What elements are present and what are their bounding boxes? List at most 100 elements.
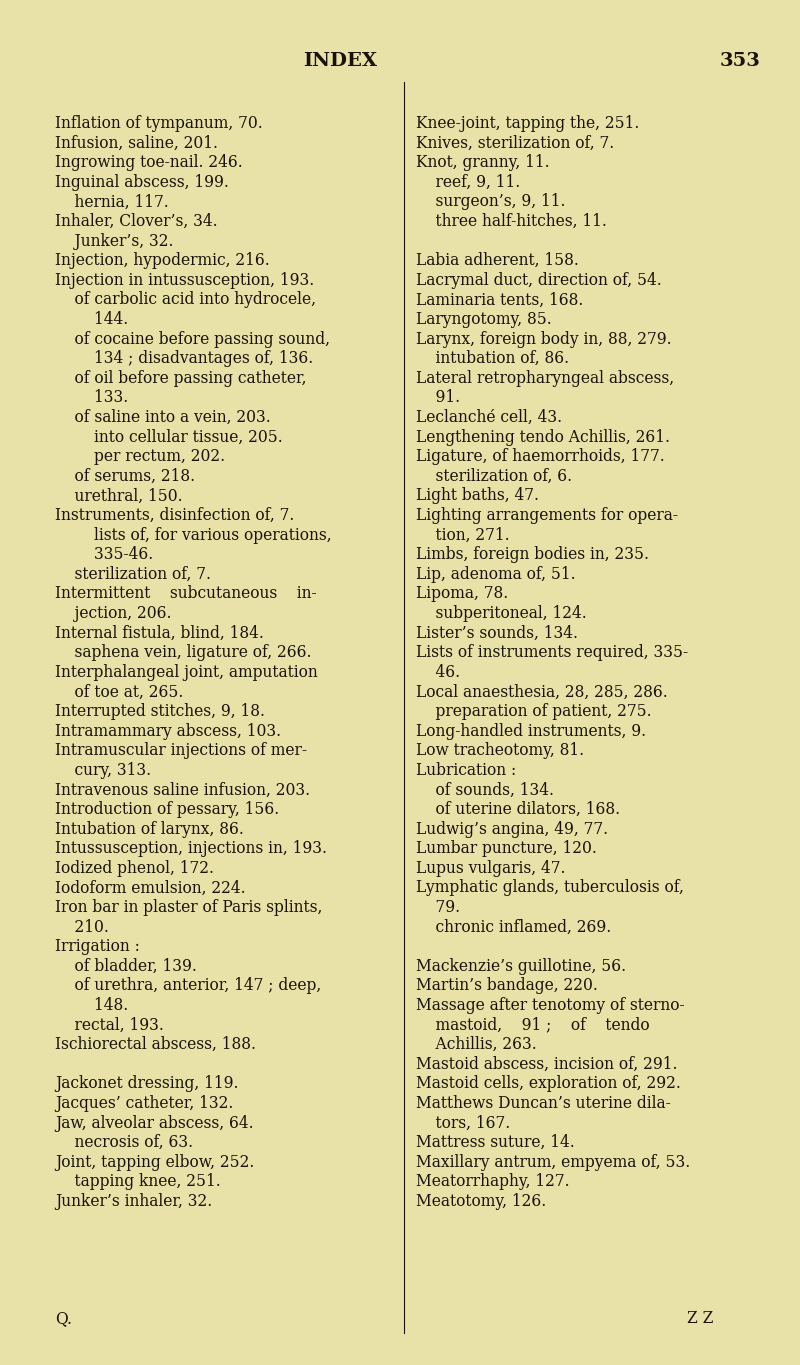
Text: preparation of patient, 275.: preparation of patient, 275. xyxy=(416,703,652,719)
Text: Local anaesthesia, 28, 285, 286.: Local anaesthesia, 28, 285, 286. xyxy=(416,684,668,700)
Text: cury, 313.: cury, 313. xyxy=(55,762,151,779)
Text: Lymphatic glands, tuberculosis of,: Lymphatic glands, tuberculosis of, xyxy=(416,879,684,897)
Text: of sounds, 134.: of sounds, 134. xyxy=(416,781,554,799)
Text: Mastoid cells, exploration of, 292.: Mastoid cells, exploration of, 292. xyxy=(416,1076,681,1092)
Text: Irrigation :: Irrigation : xyxy=(55,938,140,956)
Text: Infusion, saline, 201.: Infusion, saline, 201. xyxy=(55,135,218,152)
Text: Ludwig’s angina, 49, 77.: Ludwig’s angina, 49, 77. xyxy=(416,820,608,838)
Text: Introduction of pessary, 156.: Introduction of pessary, 156. xyxy=(55,801,279,818)
Text: Interrupted stitches, 9, 18.: Interrupted stitches, 9, 18. xyxy=(55,703,265,719)
Text: tion, 271.: tion, 271. xyxy=(416,527,510,543)
Text: of serums, 218.: of serums, 218. xyxy=(55,468,195,485)
Text: Lighting arrangements for opera-: Lighting arrangements for opera- xyxy=(416,506,678,524)
Text: Junker’s, 32.: Junker’s, 32. xyxy=(55,232,174,250)
Text: Intramammary abscess, 103.: Intramammary abscess, 103. xyxy=(55,722,281,740)
Text: saphena vein, ligature of, 266.: saphena vein, ligature of, 266. xyxy=(55,644,311,661)
Text: Mackenzie’s guillotine, 56.: Mackenzie’s guillotine, 56. xyxy=(416,958,626,975)
Text: Ligature, of haemorrhoids, 177.: Ligature, of haemorrhoids, 177. xyxy=(416,448,665,465)
Text: of urethra, anterior, 147 ; deep,: of urethra, anterior, 147 ; deep, xyxy=(55,977,322,994)
Text: Intermittent    subcutaneous    in-: Intermittent subcutaneous in- xyxy=(55,586,317,602)
Text: Z Z: Z Z xyxy=(687,1310,713,1327)
Text: Junker’s inhaler, 32.: Junker’s inhaler, 32. xyxy=(55,1193,212,1209)
Text: tors, 167.: tors, 167. xyxy=(416,1115,510,1132)
Text: 210.: 210. xyxy=(55,919,109,935)
Text: Meatotomy, 126.: Meatotomy, 126. xyxy=(416,1193,546,1209)
Text: Iodized phenol, 172.: Iodized phenol, 172. xyxy=(55,860,214,876)
Text: Achillis, 263.: Achillis, 263. xyxy=(416,1036,537,1054)
Text: Martin’s bandage, 220.: Martin’s bandage, 220. xyxy=(416,977,598,994)
Text: Labia adherent, 158.: Labia adherent, 158. xyxy=(416,253,579,269)
Text: of saline into a vein, 203.: of saline into a vein, 203. xyxy=(55,410,270,426)
Text: INDEX: INDEX xyxy=(303,52,377,70)
Text: Instruments, disinfection of, 7.: Instruments, disinfection of, 7. xyxy=(55,506,294,524)
Text: of uterine dilators, 168.: of uterine dilators, 168. xyxy=(416,801,620,818)
Text: Intramuscular injections of mer-: Intramuscular injections of mer- xyxy=(55,743,307,759)
Text: Lists of instruments required, 335-: Lists of instruments required, 335- xyxy=(416,644,688,661)
Text: of bladder, 139.: of bladder, 139. xyxy=(55,958,197,975)
Text: mastoid,    91 ;    of    tendo: mastoid, 91 ; of tendo xyxy=(416,1017,650,1033)
Text: subperitoneal, 124.: subperitoneal, 124. xyxy=(416,605,586,622)
Text: Lipoma, 78.: Lipoma, 78. xyxy=(416,586,508,602)
Text: Knot, granny, 11.: Knot, granny, 11. xyxy=(416,154,550,171)
Text: Mastoid abscess, incision of, 291.: Mastoid abscess, incision of, 291. xyxy=(416,1055,678,1073)
Text: intubation of, 86.: intubation of, 86. xyxy=(416,351,569,367)
Text: Laminaria tents, 168.: Laminaria tents, 168. xyxy=(416,291,583,308)
Text: Knee-joint, tapping the, 251.: Knee-joint, tapping the, 251. xyxy=(416,115,639,132)
Text: Knives, sterilization of, 7.: Knives, sterilization of, 7. xyxy=(416,135,614,152)
Text: Intussusception, injections in, 193.: Intussusception, injections in, 193. xyxy=(55,841,327,857)
Text: urethral, 150.: urethral, 150. xyxy=(55,487,182,505)
Text: Jacques’ catheter, 132.: Jacques’ catheter, 132. xyxy=(55,1095,234,1112)
Text: Laryngotomy, 85.: Laryngotomy, 85. xyxy=(416,311,552,328)
Text: Iodoform emulsion, 224.: Iodoform emulsion, 224. xyxy=(55,879,246,897)
Text: Lister’s sounds, 134.: Lister’s sounds, 134. xyxy=(416,625,578,642)
Text: 79.: 79. xyxy=(416,900,460,916)
Text: 134 ; disadvantages of, 136.: 134 ; disadvantages of, 136. xyxy=(55,351,314,367)
Text: of carbolic acid into hydrocele,: of carbolic acid into hydrocele, xyxy=(55,291,316,308)
Text: Injection, hypodermic, 216.: Injection, hypodermic, 216. xyxy=(55,253,270,269)
Text: sterilization of, 7.: sterilization of, 7. xyxy=(55,566,211,583)
Text: Lengthening tendo Achillis, 261.: Lengthening tendo Achillis, 261. xyxy=(416,429,670,445)
Text: Jaw, alveolar abscess, 64.: Jaw, alveolar abscess, 64. xyxy=(55,1115,254,1132)
Text: Intravenous saline infusion, 203.: Intravenous saline infusion, 203. xyxy=(55,781,310,799)
Text: Lupus vulgaris, 47.: Lupus vulgaris, 47. xyxy=(416,860,566,876)
Text: hernia, 117.: hernia, 117. xyxy=(55,194,169,210)
Text: reef, 9, 11.: reef, 9, 11. xyxy=(416,173,520,191)
Text: Iron bar in plaster of Paris splints,: Iron bar in plaster of Paris splints, xyxy=(55,900,322,916)
Text: sterilization of, 6.: sterilization of, 6. xyxy=(416,468,572,485)
Text: Inhaler, Clover’s, 34.: Inhaler, Clover’s, 34. xyxy=(55,213,218,229)
Text: of cocaine before passing sound,: of cocaine before passing sound, xyxy=(55,330,330,348)
Text: rectal, 193.: rectal, 193. xyxy=(55,1017,164,1033)
Text: Long-handled instruments, 9.: Long-handled instruments, 9. xyxy=(416,722,646,740)
Text: 353: 353 xyxy=(719,52,761,70)
Text: jection, 206.: jection, 206. xyxy=(55,605,171,622)
Text: of toe at, 265.: of toe at, 265. xyxy=(55,684,183,700)
Text: Q.: Q. xyxy=(55,1310,72,1327)
Text: 335-46.: 335-46. xyxy=(55,546,154,564)
Text: Lumbar puncture, 120.: Lumbar puncture, 120. xyxy=(416,841,597,857)
Text: of oil before passing catheter,: of oil before passing catheter, xyxy=(55,370,306,386)
Text: Joint, tapping elbow, 252.: Joint, tapping elbow, 252. xyxy=(55,1153,254,1171)
Text: Interphalangeal joint, amputation: Interphalangeal joint, amputation xyxy=(55,663,318,681)
Text: necrosis of, 63.: necrosis of, 63. xyxy=(55,1134,193,1151)
Text: Ingrowing toe-nail. 246.: Ingrowing toe-nail. 246. xyxy=(55,154,242,171)
Text: Jackonet dressing, 119.: Jackonet dressing, 119. xyxy=(55,1076,238,1092)
Text: into cellular tissue, 205.: into cellular tissue, 205. xyxy=(55,429,282,445)
Text: 144.: 144. xyxy=(55,311,128,328)
Text: Massage after tenotomy of sterno-: Massage after tenotomy of sterno- xyxy=(416,996,685,1014)
Text: Intubation of larynx, 86.: Intubation of larynx, 86. xyxy=(55,820,244,838)
Text: 148.: 148. xyxy=(55,996,128,1014)
Text: surgeon’s, 9, 11.: surgeon’s, 9, 11. xyxy=(416,194,566,210)
Text: 91.: 91. xyxy=(416,389,460,407)
Text: Lubrication :: Lubrication : xyxy=(416,762,516,779)
Text: Low tracheotomy, 81.: Low tracheotomy, 81. xyxy=(416,743,584,759)
Text: Lateral retropharyngeal abscess,: Lateral retropharyngeal abscess, xyxy=(416,370,674,386)
Text: chronic inflamed, 269.: chronic inflamed, 269. xyxy=(416,919,611,935)
Text: Injection in intussusception, 193.: Injection in intussusception, 193. xyxy=(55,272,314,289)
Text: Matthews Duncan’s uterine dila-: Matthews Duncan’s uterine dila- xyxy=(416,1095,670,1112)
Text: lists of, for various operations,: lists of, for various operations, xyxy=(55,527,332,543)
Text: Lacrymal duct, direction of, 54.: Lacrymal duct, direction of, 54. xyxy=(416,272,662,289)
Text: Inguinal abscess, 199.: Inguinal abscess, 199. xyxy=(55,173,229,191)
Text: 133.: 133. xyxy=(55,389,128,407)
Text: Internal fistula, blind, 184.: Internal fistula, blind, 184. xyxy=(55,625,264,642)
Text: Ischiorectal abscess, 188.: Ischiorectal abscess, 188. xyxy=(55,1036,256,1054)
